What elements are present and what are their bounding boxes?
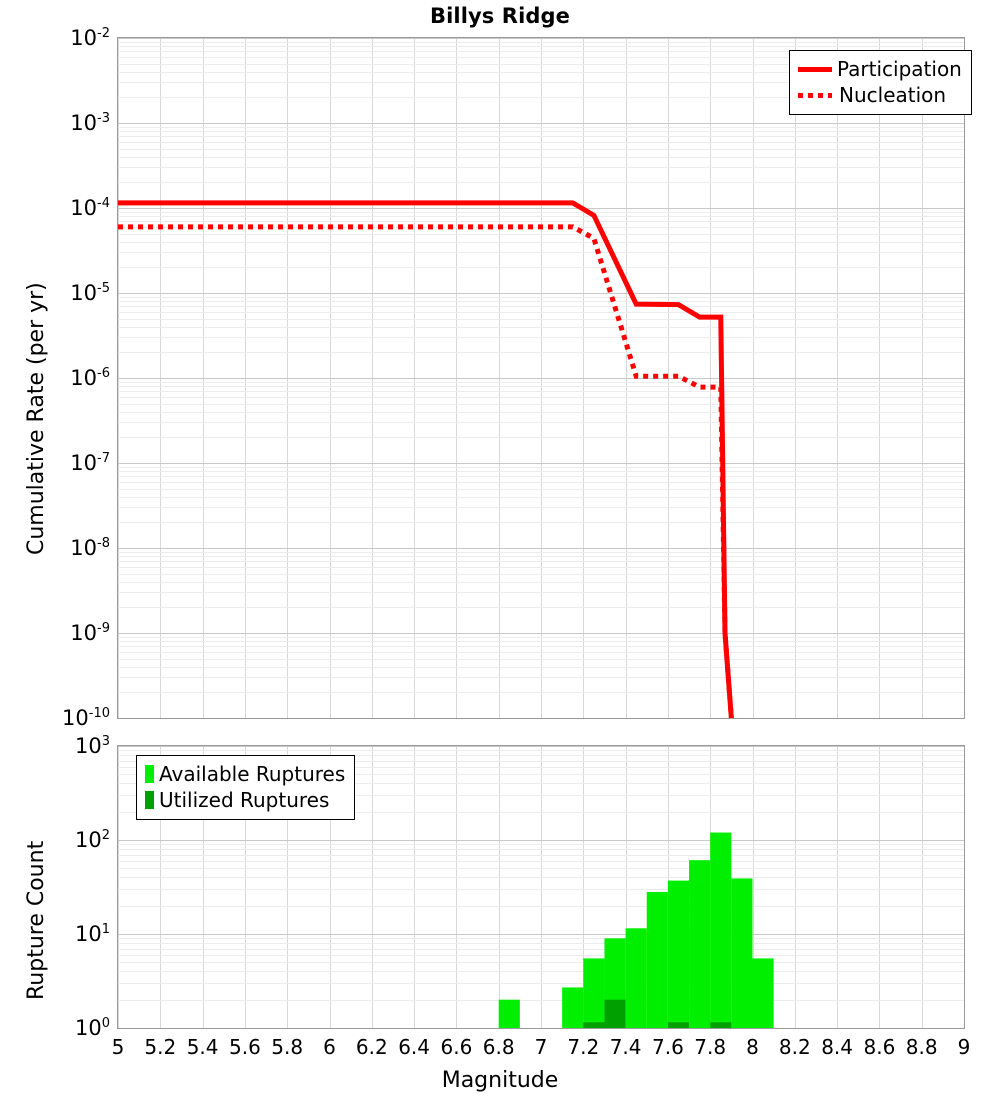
top-y-tick--7: 10-7	[0, 451, 110, 475]
x-tick-5.4: 5.4	[187, 1035, 219, 1059]
solid-line-icon	[798, 67, 832, 72]
top-y-tick--6: 10-6	[0, 366, 110, 390]
legend-item-participation: Participation	[798, 56, 962, 82]
bar-utilized-ruptures	[604, 1000, 625, 1028]
top-y-tick--9: 10-9	[0, 621, 110, 645]
x-tick-8.6: 8.6	[863, 1035, 895, 1059]
bar-available-ruptures	[689, 860, 710, 1028]
x-axis-label: Magnitude	[0, 1068, 1000, 1093]
top-panel-curves	[118, 38, 964, 718]
bar-available-ruptures	[753, 958, 774, 1028]
bar-available-ruptures	[499, 1000, 520, 1028]
bar-available-ruptures	[626, 928, 647, 1028]
legend-item-nucleation: Nucleation	[798, 82, 962, 108]
legend-label-nucleation: Nucleation	[839, 85, 946, 105]
x-tick-5: 5	[112, 1035, 125, 1059]
curve-participation	[118, 203, 731, 718]
bottom-panel-legend: Available Ruptures Utilized Ruptures	[136, 755, 355, 820]
legend-label-participation: Participation	[837, 59, 962, 79]
x-tick-5.2: 5.2	[144, 1035, 176, 1059]
x-tick-7.6: 7.6	[652, 1035, 684, 1059]
legend-item-utilized-ruptures: Utilized Ruptures	[145, 787, 345, 813]
bar-utilized-ruptures	[668, 1022, 689, 1028]
x-tick-8.4: 8.4	[821, 1035, 853, 1059]
top-y-tick--3: 10-3	[0, 111, 110, 135]
curve-nucleation	[118, 227, 731, 718]
bar-utilized-ruptures	[710, 1022, 731, 1028]
top-y-tick--8: 10-8	[0, 536, 110, 560]
top-panel-legend: Participation Nucleation	[789, 50, 972, 115]
x-tick-6.8: 6.8	[483, 1035, 515, 1059]
x-tick-8: 8	[746, 1035, 759, 1059]
legend-label-utilized-ruptures: Utilized Ruptures	[159, 790, 329, 810]
legend-label-available-ruptures: Available Ruptures	[159, 764, 345, 784]
x-tick-7.4: 7.4	[610, 1035, 642, 1059]
x-tick-6.4: 6.4	[398, 1035, 430, 1059]
top-y-tick--5: 10-5	[0, 281, 110, 305]
x-tick-9: 9	[958, 1035, 971, 1059]
page-title: Billys Ridge	[0, 4, 1000, 28]
bar-available-ruptures	[647, 892, 668, 1028]
bar-available-ruptures	[731, 878, 752, 1028]
dotted-line-icon	[798, 93, 832, 98]
x-tick-6.2: 6.2	[356, 1035, 388, 1059]
utilized-ruptures-color-icon	[145, 791, 154, 809]
legend-item-available-ruptures: Available Ruptures	[145, 761, 345, 787]
x-tick-6.6: 6.6	[440, 1035, 472, 1059]
x-tick-6: 6	[323, 1035, 336, 1059]
figure-root: Billys Ridge 10-2 10-3 10-4 10-5 10-6 10-7 10-…	[0, 0, 1000, 1100]
bottom-y-tick-3: 103	[0, 734, 110, 758]
bottom-y-tick-2: 102	[0, 828, 110, 852]
x-tick-7.8: 7.8	[694, 1035, 726, 1059]
bar-available-ruptures	[710, 833, 731, 1028]
bottom-y-tick-1: 101	[0, 922, 110, 946]
x-tick-5.6: 5.6	[229, 1035, 261, 1059]
bar-available-ruptures	[562, 987, 583, 1028]
bar-utilized-ruptures	[583, 1022, 604, 1028]
bottom-panel-y-axis-label: Rupture Count	[24, 841, 49, 1000]
x-tick-7.2: 7.2	[567, 1035, 599, 1059]
top-y-tick--2: 10-2	[0, 26, 110, 50]
x-tick-8.2: 8.2	[779, 1035, 811, 1059]
x-tick-7: 7	[535, 1035, 548, 1059]
top-panel-y-axis-label: Cumulative Rate (per yr)	[24, 282, 49, 555]
top-y-tick--10: 10-10	[0, 706, 110, 730]
bar-available-ruptures	[583, 958, 604, 1028]
cumulative-rate-panel	[117, 37, 965, 719]
bar-available-ruptures	[668, 881, 689, 1028]
bottom-y-tick-0: 100	[0, 1016, 110, 1040]
x-tick-5.8: 5.8	[271, 1035, 303, 1059]
top-y-tick--4: 10-4	[0, 196, 110, 220]
available-ruptures-color-icon	[145, 765, 154, 783]
x-tick-8.8: 8.8	[906, 1035, 938, 1059]
